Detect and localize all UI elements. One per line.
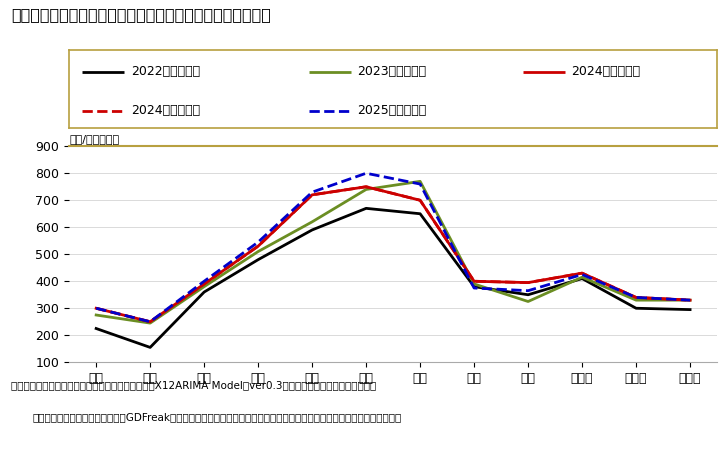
Text: 「二人以上世帯」の１世帯当たり消費支出額の１２ケ月予測: 「二人以上世帯」の１世帯当たり消費支出額の１２ケ月予測 bbox=[11, 7, 271, 22]
Text: 2024年（実績）: 2024年（実績） bbox=[571, 65, 641, 78]
Text: 日、うるう年の違いを織り込んでGDFreak予測。なお、東日本大震災後の影響については、モデルにダミー変数を立て対応。: 日、うるう年の違いを織り込んでGDFreak予測。なお、東日本大震災後の影響につ… bbox=[33, 412, 402, 422]
Text: 2025年（予測）: 2025年（予測） bbox=[357, 104, 427, 117]
Text: （円/月・世帯）: （円/月・世帯） bbox=[69, 134, 119, 144]
Text: 2023年（実績）: 2023年（実績） bbox=[357, 65, 427, 78]
Text: 2024年（予測）: 2024年（予測） bbox=[131, 104, 200, 117]
Text: 出所：家計調査（二人以上世帯）（総務省）を基にX12ARIMA Model（ver0.3）により各月の曜日構成、月末稼: 出所：家計調査（二人以上世帯）（総務省）を基にX12ARIMA Model（ve… bbox=[11, 380, 376, 390]
Text: 2022年（実績）: 2022年（実績） bbox=[131, 65, 200, 78]
